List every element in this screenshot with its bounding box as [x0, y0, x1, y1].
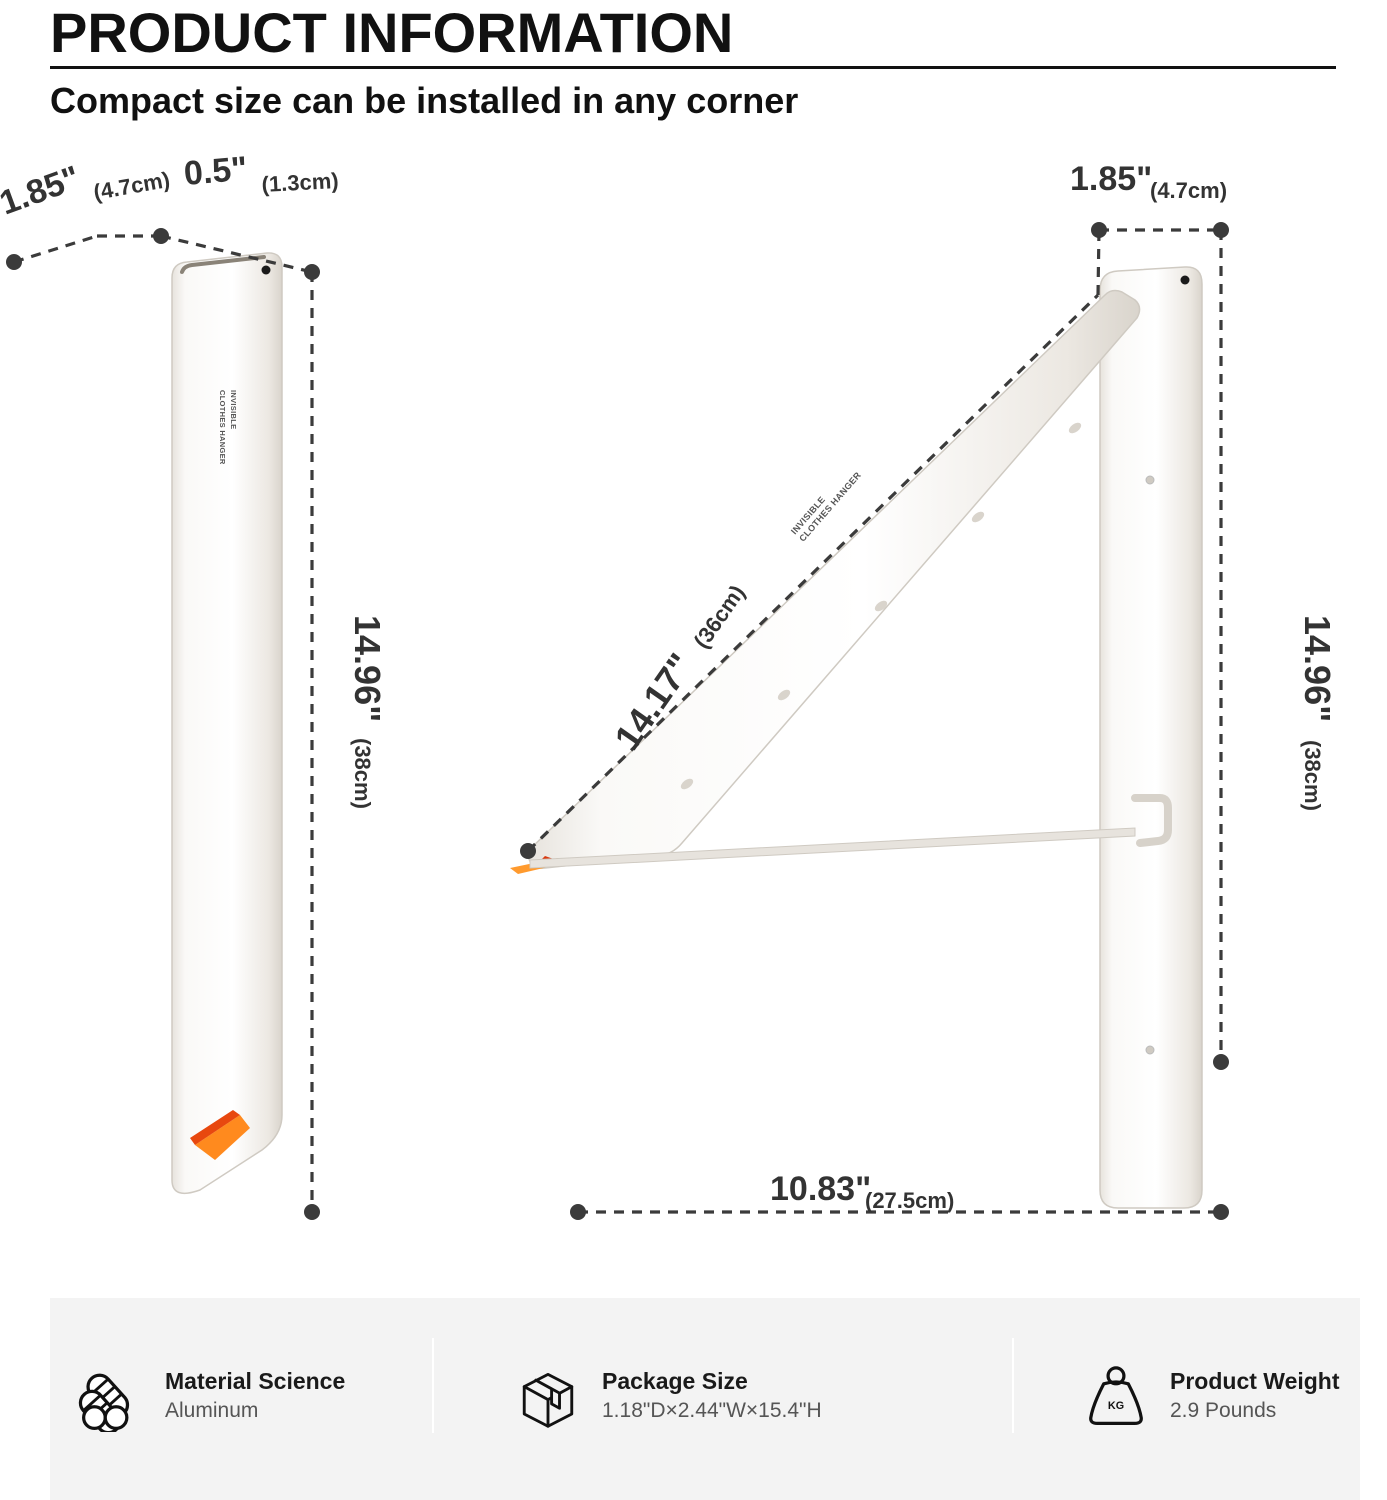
svg-text:(38cm): (38cm) [350, 738, 375, 809]
svg-text:14.96": 14.96" [1297, 615, 1338, 722]
svg-text:1.85": 1.85" [0, 159, 85, 223]
svg-text:(38cm): (38cm) [1300, 740, 1325, 811]
svg-text:(36cm): (36cm) [689, 580, 750, 652]
svg-text:14.96": 14.96" [347, 615, 388, 722]
svg-text:(27.5cm): (27.5cm) [865, 1188, 954, 1213]
svg-text:1.85": 1.85" [1070, 160, 1152, 198]
svg-text:(4.7cm): (4.7cm) [92, 167, 172, 205]
svg-text:(4.7cm): (4.7cm) [1150, 178, 1227, 203]
svg-text:KG: KG [1108, 1400, 1124, 1412]
svg-text:0.5": 0.5" [182, 150, 248, 193]
svg-text:(1.3cm): (1.3cm) [261, 168, 339, 197]
svg-text:CLOTHES HANGER: CLOTHES HANGER [218, 390, 227, 465]
svg-text:10.83": 10.83" [770, 1170, 871, 1208]
svg-text:INVISIBLE: INVISIBLE [229, 390, 238, 429]
